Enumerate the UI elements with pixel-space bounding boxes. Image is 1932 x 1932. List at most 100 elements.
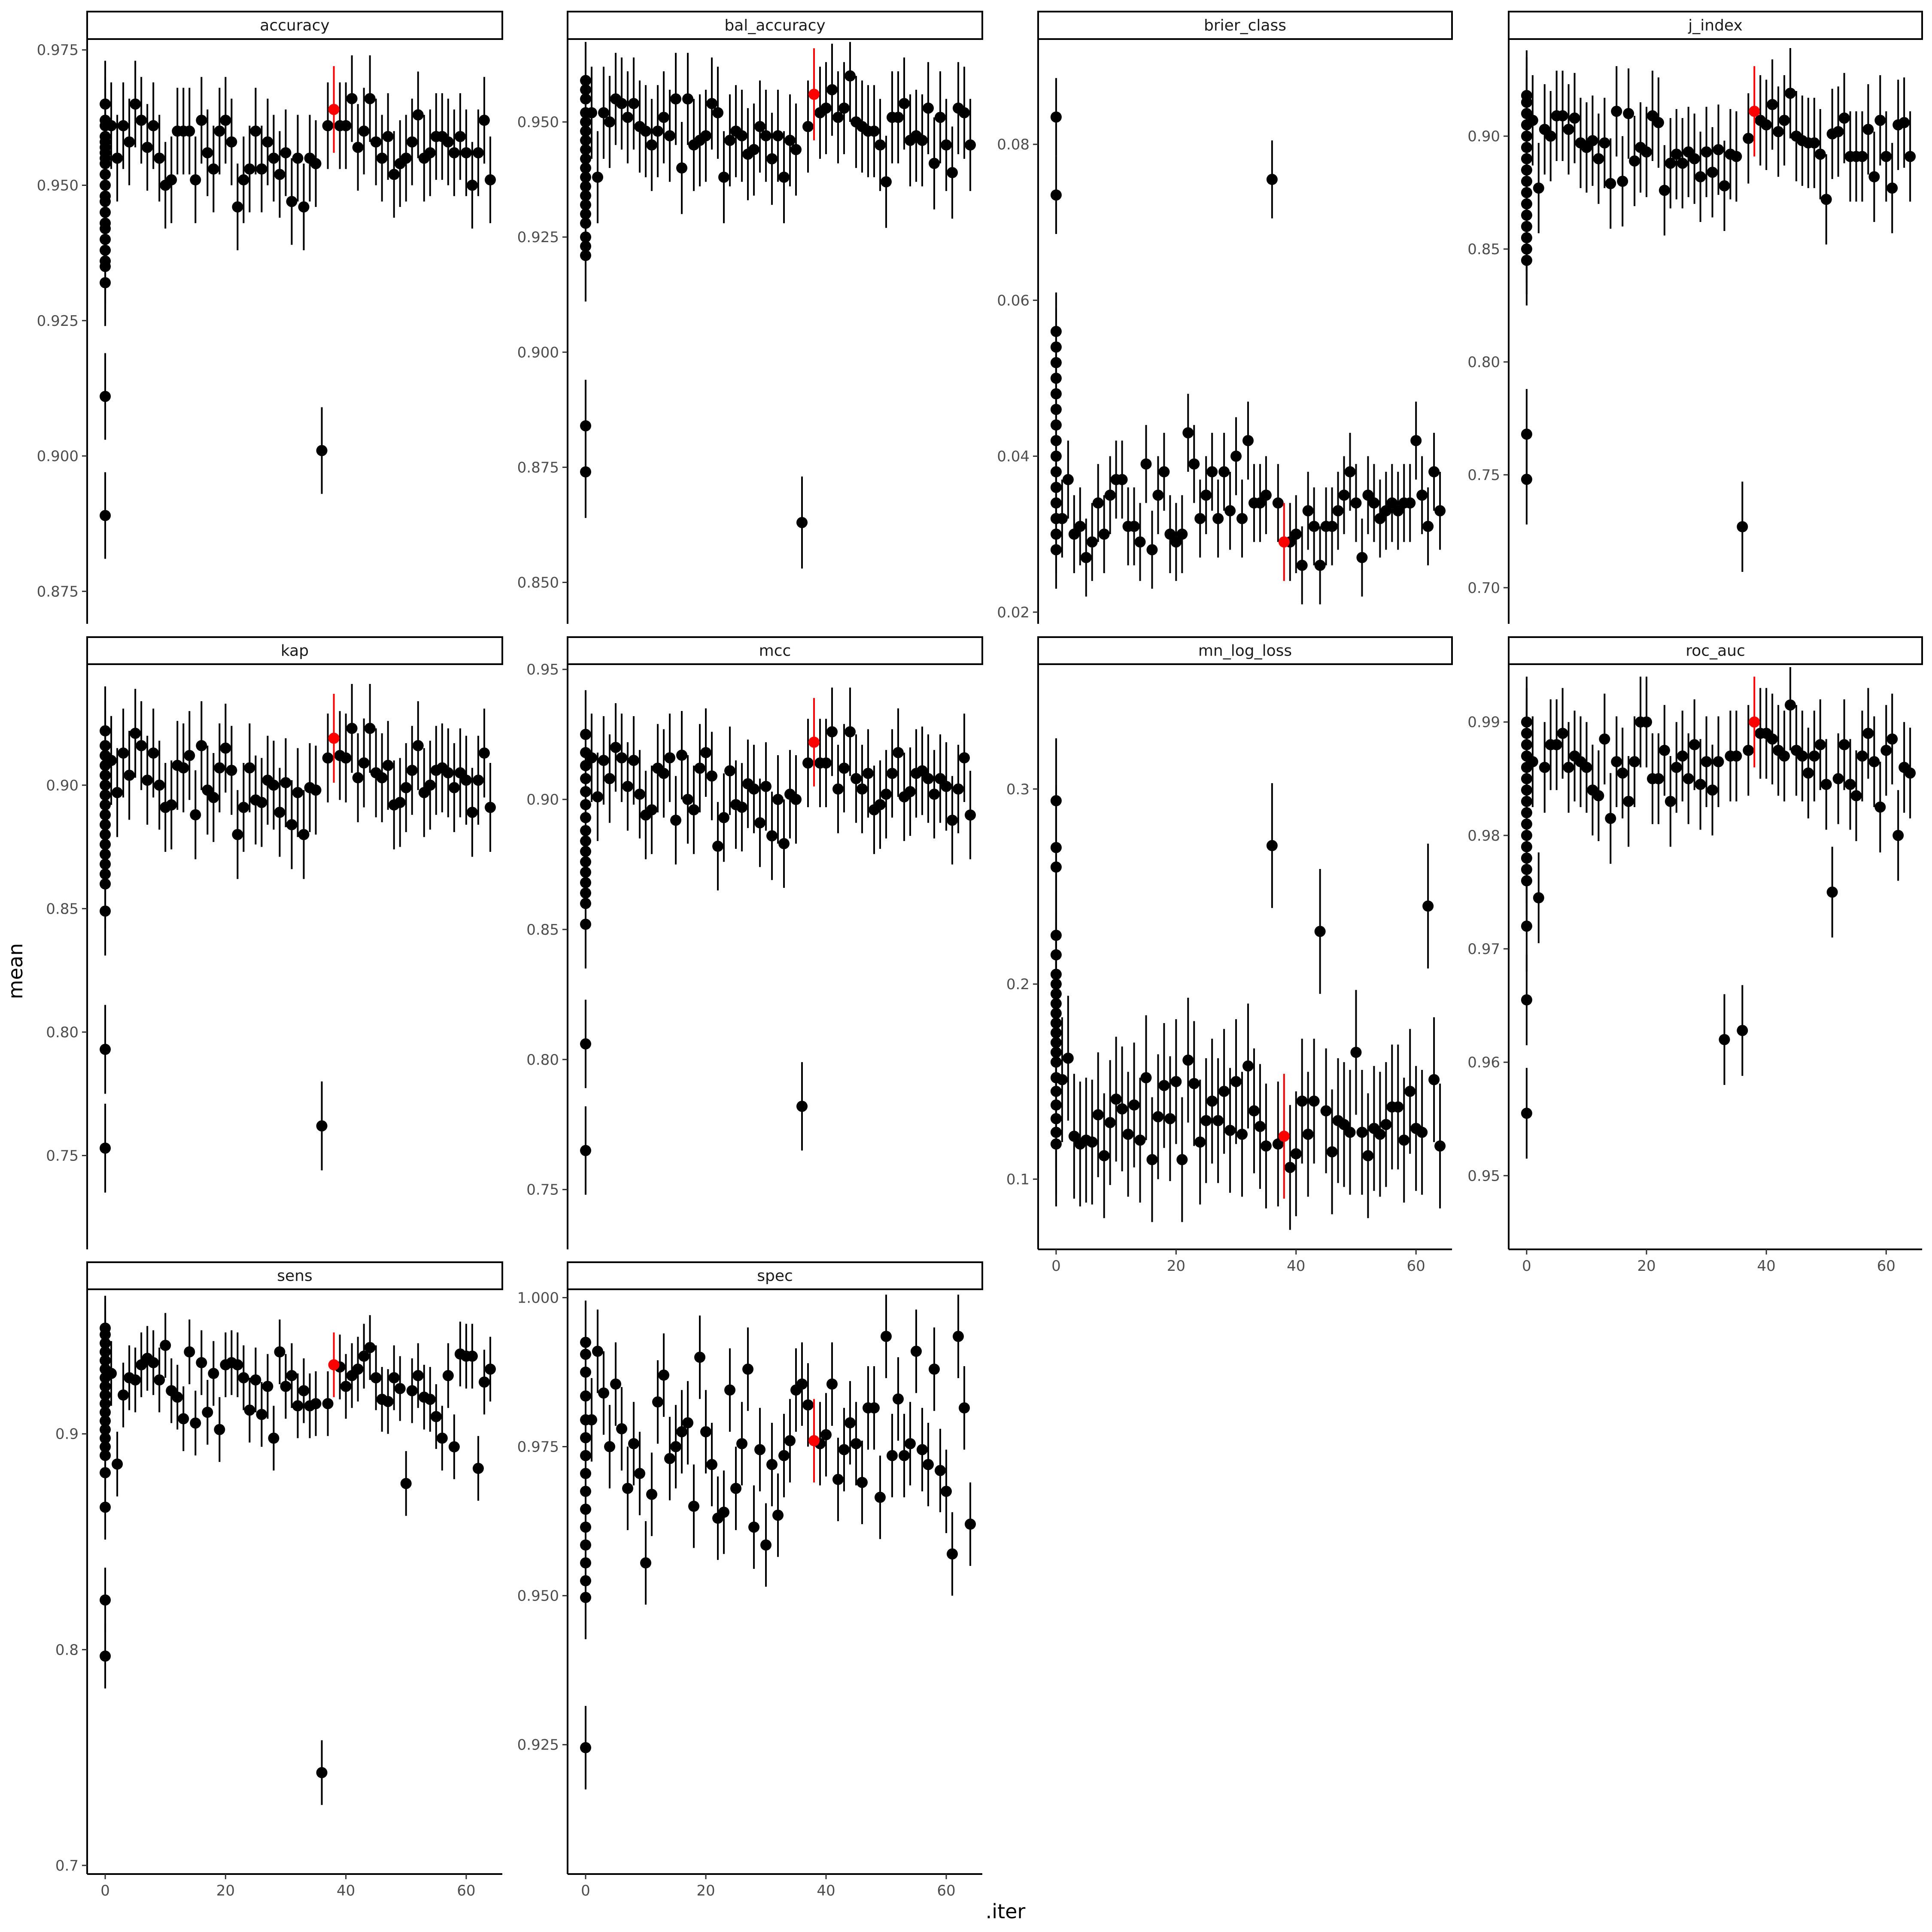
data-point xyxy=(214,762,225,774)
data-point xyxy=(724,134,735,146)
data-point xyxy=(238,802,249,813)
data-point xyxy=(1551,739,1562,750)
x-tick-label: 60 xyxy=(1407,1258,1425,1275)
data-point xyxy=(1404,497,1416,509)
data-point xyxy=(1862,728,1874,739)
data-point xyxy=(1320,1105,1332,1117)
data-point xyxy=(238,174,249,185)
data-point xyxy=(1062,474,1074,486)
data-point xyxy=(1569,112,1580,124)
data-point xyxy=(1194,513,1206,524)
data-point xyxy=(1773,126,1784,137)
data-point xyxy=(646,804,657,816)
data-point xyxy=(935,1465,946,1476)
data-point xyxy=(328,103,340,115)
data-point xyxy=(1581,762,1592,773)
data-point xyxy=(1344,1127,1356,1138)
data-point xyxy=(1092,497,1104,509)
data-point xyxy=(580,1592,591,1603)
data-point xyxy=(754,1444,766,1455)
data-point xyxy=(190,1417,201,1429)
data-point xyxy=(1653,117,1664,128)
data-point xyxy=(893,747,904,758)
data-point xyxy=(130,728,141,739)
data-point xyxy=(754,817,766,829)
y-tick-label: 0.2 xyxy=(1006,976,1030,993)
data-point xyxy=(1392,505,1404,516)
data-point xyxy=(1356,1127,1368,1138)
data-point xyxy=(700,747,711,758)
data-point xyxy=(1050,544,1062,556)
data-point xyxy=(959,1402,970,1414)
data-point xyxy=(298,201,310,213)
data-point xyxy=(376,772,388,784)
y-tick-label: 0.95 xyxy=(526,661,559,678)
data-point xyxy=(838,762,850,774)
data-point xyxy=(154,1374,165,1386)
data-point xyxy=(682,93,693,105)
data-point xyxy=(1188,458,1200,470)
data-point xyxy=(1677,158,1688,169)
y-tick-label: 0.850 xyxy=(517,574,559,591)
data-point xyxy=(1314,559,1326,571)
data-point xyxy=(1266,840,1278,851)
data-point xyxy=(352,772,364,784)
data-point xyxy=(857,1476,868,1488)
data-point xyxy=(376,152,388,164)
data-point xyxy=(929,158,940,169)
y-tick-label: 0.90 xyxy=(526,791,559,808)
data-point xyxy=(941,781,952,792)
data-point xyxy=(658,112,669,123)
data-point xyxy=(1605,813,1616,824)
data-point xyxy=(262,1381,273,1392)
data-point xyxy=(1743,133,1754,144)
data-point xyxy=(580,466,591,478)
strip-header xyxy=(567,11,983,40)
data-point xyxy=(1212,1115,1224,1127)
data-point xyxy=(1521,1108,1532,1119)
data-point xyxy=(808,736,820,748)
data-point xyxy=(1164,1113,1176,1124)
data-point xyxy=(400,1478,412,1489)
data-point xyxy=(154,152,165,164)
data-point xyxy=(959,107,970,118)
data-point xyxy=(754,121,766,132)
data-point xyxy=(1796,750,1808,762)
data-point xyxy=(881,788,892,800)
data-point xyxy=(1272,497,1284,509)
data-point xyxy=(929,788,940,800)
data-point xyxy=(893,1393,904,1405)
data-point xyxy=(1874,115,1886,126)
data-point xyxy=(844,1417,856,1428)
data-point xyxy=(1074,521,1086,532)
data-point xyxy=(472,147,484,158)
data-point xyxy=(454,767,466,779)
data-point xyxy=(1761,119,1772,131)
data-point xyxy=(1832,126,1844,137)
strip-title: kap xyxy=(281,642,309,660)
data-point xyxy=(832,783,844,795)
strip-title: roc_auc xyxy=(1686,642,1745,660)
data-point xyxy=(340,752,352,764)
panel-kap: kap 0.75 0.80 0.85 0.90 xyxy=(46,636,503,1249)
data-point xyxy=(412,740,424,751)
data-point xyxy=(1374,1128,1386,1140)
data-point xyxy=(1719,180,1730,191)
data-point xyxy=(1533,182,1544,194)
data-point xyxy=(1206,466,1218,477)
data-point xyxy=(1623,796,1634,807)
data-point xyxy=(1749,106,1760,117)
data-point xyxy=(1284,1162,1296,1173)
data-point xyxy=(1092,1109,1104,1121)
data-point xyxy=(118,1389,129,1401)
y-tick-label: 0.950 xyxy=(517,1588,559,1605)
data-point xyxy=(1050,189,1062,201)
data-point xyxy=(274,1346,286,1358)
x-tick-label: 0 xyxy=(100,1882,110,1899)
y-tick-label: 0.06 xyxy=(997,292,1030,309)
data-point xyxy=(664,752,675,764)
data-point xyxy=(905,786,916,797)
data-point xyxy=(244,762,255,774)
y-tick-label: 0.85 xyxy=(46,900,79,917)
data-point xyxy=(1856,151,1868,162)
